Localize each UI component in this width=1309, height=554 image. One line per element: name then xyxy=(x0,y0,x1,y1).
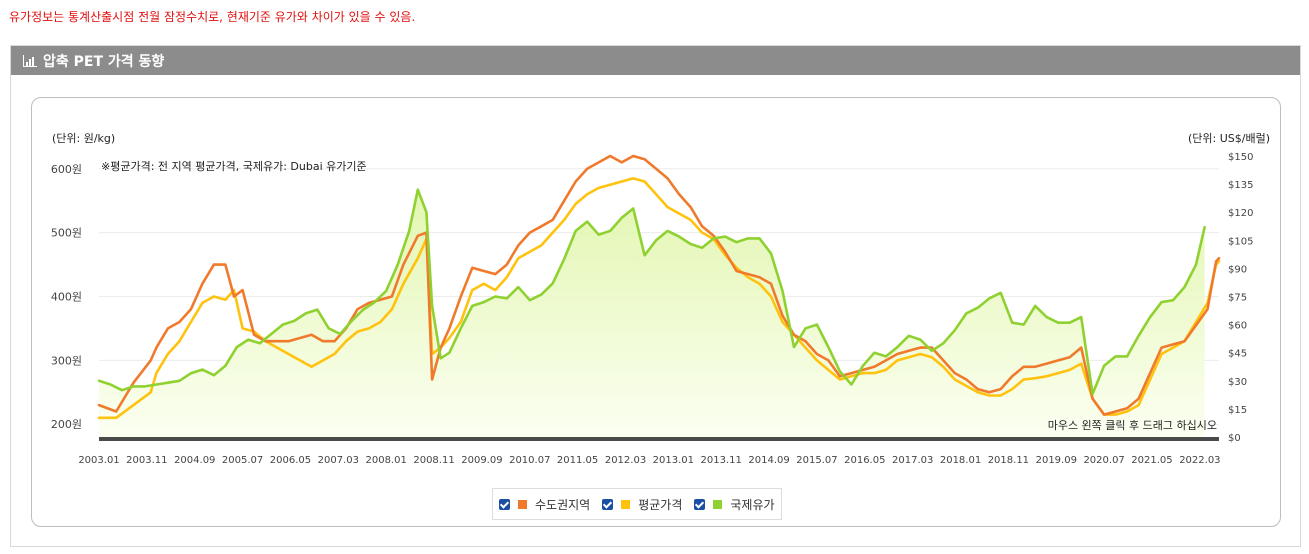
y-left-tick-label: 200원 xyxy=(51,418,82,431)
y-right-tick-label: $120 xyxy=(1228,208,1253,219)
x-tick-label: 2003.01 xyxy=(78,455,119,466)
x-tick-label: 2009.09 xyxy=(461,455,502,466)
legend-checkbox[interactable] xyxy=(694,498,706,510)
x-tick-label: 2012.03 xyxy=(605,455,646,466)
x-tick-label: 2011.05 xyxy=(557,455,598,466)
y-right-tick-label: $45 xyxy=(1228,349,1247,360)
legend-item-oil[interactable]: 국제유가 xyxy=(694,496,775,513)
x-tick-label: 2007.03 xyxy=(318,455,359,466)
x-tick-label: 2013.11 xyxy=(701,455,742,466)
legend-label: 평균가격 xyxy=(638,497,683,512)
y-left-tick-label: 600원 xyxy=(51,163,82,176)
legend-checkbox[interactable] xyxy=(499,498,510,510)
x-tick-label: 2006.05 xyxy=(270,455,311,466)
x-tick-label: 2004.09 xyxy=(174,455,215,466)
y-right-tick-label: $150 xyxy=(1228,152,1253,163)
legend-swatch xyxy=(713,499,723,509)
series-line-average[interactable] xyxy=(97,177,1221,420)
chart-container[interactable]: (단위: 원/kg) (단위: US$/배럴) ※평균가격: 전 지역 평균가격, … xyxy=(31,97,1281,527)
y-right-tick-label: $75 xyxy=(1228,293,1247,304)
legend-swatch xyxy=(518,499,527,509)
x-tick-label: 2014.09 xyxy=(748,455,789,466)
y-left-tick-label: 300원 xyxy=(51,354,82,367)
x-tick-label: 2013.01 xyxy=(653,455,694,466)
drag-hint: 마우스 왼쪽 클릭 후 드래그 하십시오 xyxy=(1048,418,1217,432)
x-tick-label: 2020.07 xyxy=(1083,455,1124,466)
y-left-tick-label: 400원 xyxy=(51,291,82,304)
x-tick-label: 2003.11 xyxy=(126,455,167,466)
x-tick-label: 2008.01 xyxy=(365,455,406,466)
chart-legend: 수도권지역 평균가격 국제유가 xyxy=(492,488,782,520)
y-right-tick-label: $60 xyxy=(1228,321,1247,332)
x-tick-label: 2018.11 xyxy=(988,455,1029,466)
x-tick-label: 2018.01 xyxy=(940,455,981,466)
y-right-tick-label: $15 xyxy=(1228,405,1247,416)
chart-note: ※평균가격: 전 지역 평균가격, 국제유가: Dubai 유가기준 xyxy=(101,160,367,173)
left-unit-label: (단위: 원/kg) xyxy=(52,132,115,145)
x-tick-label: 2010.07 xyxy=(509,455,550,466)
y-right-tick-label: $135 xyxy=(1228,180,1253,191)
panel-header: 압축 PET 가격 동향 xyxy=(11,46,1300,75)
x-tick-label: 2022.03 xyxy=(1179,455,1220,466)
y-right-tick-label: $105 xyxy=(1228,236,1253,247)
y-right-tick-label: $0 xyxy=(1228,433,1241,444)
x-tick-label: 2019.09 xyxy=(1036,455,1077,466)
panel-title: 압축 PET 가격 동향 xyxy=(43,53,165,70)
y-right-tick-label: $30 xyxy=(1228,377,1247,388)
price-trend-chart[interactable]: (단위: 원/kg) (단위: US$/배럴) ※평균가격: 전 지역 평균가격, … xyxy=(32,98,1280,526)
y-right-tick-label: $90 xyxy=(1228,264,1247,275)
right-unit-label: (단위: US$/배럴) xyxy=(1188,132,1270,145)
legend-label: 국제유가 xyxy=(730,497,775,512)
bar-chart-icon xyxy=(23,54,37,67)
series-line-oil[interactable] xyxy=(97,188,1206,396)
legend-item-capital[interactable]: 수도권지역 xyxy=(499,496,590,513)
range-navigator-bar[interactable] xyxy=(99,437,1219,441)
chart-panel: 압축 PET 가격 동향 (단위: 원/kg) (단위: US$/배럴) ※평균가격… xyxy=(10,45,1301,547)
legend-label: 수도권지역 xyxy=(535,497,591,512)
series-area-oil xyxy=(99,189,1205,437)
notice-text: 유가정보는 통계산출시점 전월 잠정수치로, 현재기준 유가와 차이가 있을 수… xyxy=(9,10,416,24)
legend-item-average[interactable]: 평균가격 xyxy=(602,496,682,513)
legend-checkbox[interactable] xyxy=(602,498,614,510)
legend-swatch xyxy=(621,499,631,509)
x-tick-label: 2008.11 xyxy=(413,455,454,466)
x-tick-label: 2017.03 xyxy=(892,455,933,466)
x-tick-label: 2015.07 xyxy=(796,455,837,466)
x-tick-label: 2016.05 xyxy=(844,455,885,466)
series-line-capital[interactable] xyxy=(97,154,1221,416)
y-left-tick-label: 500원 xyxy=(51,227,82,240)
x-tick-label: 2021.05 xyxy=(1131,455,1172,466)
x-tick-label: 2005.07 xyxy=(222,455,263,466)
